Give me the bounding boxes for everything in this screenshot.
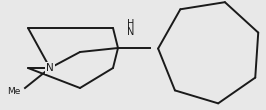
Text: N: N bbox=[46, 63, 54, 73]
Text: H: H bbox=[127, 19, 135, 29]
Text: Me: Me bbox=[8, 86, 21, 95]
Text: N: N bbox=[127, 27, 135, 37]
